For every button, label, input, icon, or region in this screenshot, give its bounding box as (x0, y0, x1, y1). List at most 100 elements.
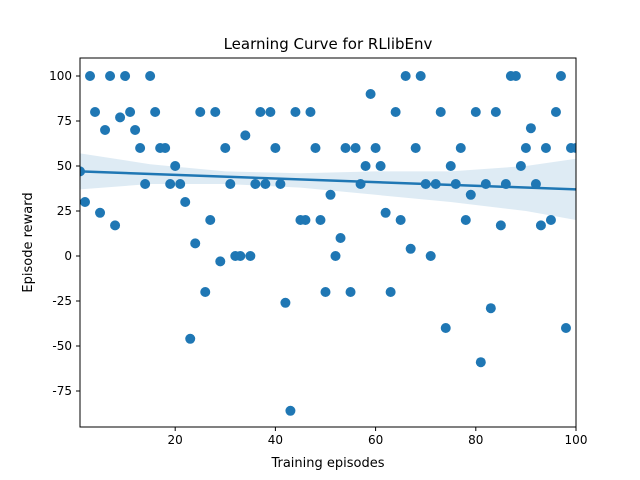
data-point (365, 89, 376, 99)
data-point (560, 323, 571, 333)
data-point (485, 303, 496, 314)
data-point (190, 238, 201, 249)
data-point (185, 333, 196, 344)
data-point (320, 287, 331, 297)
x-tick-label: 40 (268, 433, 283, 447)
data-point (125, 107, 136, 117)
y-axis-label: Episode reward (21, 192, 36, 292)
data-point (200, 287, 211, 297)
data-point (280, 297, 291, 308)
data-point (165, 179, 176, 189)
data-point (305, 107, 316, 117)
data-point (465, 189, 476, 200)
y-tick-label: 0 (64, 249, 72, 263)
data-point (571, 143, 576, 153)
data-point (105, 71, 116, 81)
data-point (400, 71, 411, 81)
data-point (425, 251, 436, 261)
data-point (285, 405, 296, 416)
data-point (440, 323, 451, 333)
data-point (360, 161, 371, 171)
data-point (490, 107, 501, 117)
data-point (540, 143, 551, 153)
data-point (180, 197, 191, 207)
data-point (115, 112, 126, 123)
y-tick-label: -50 (52, 339, 72, 353)
data-point (235, 251, 246, 261)
data-point (555, 71, 566, 81)
data-point (475, 357, 486, 368)
x-ticks: 20 40 60 80 100 (168, 427, 587, 447)
data-point (395, 215, 406, 225)
confidence-band-layer (80, 153, 576, 220)
x-axis-label: Training episodes (270, 456, 384, 471)
data-point (435, 107, 446, 117)
data-point (195, 107, 206, 117)
y-tick-label: 25 (57, 204, 72, 218)
data-point (255, 107, 266, 117)
points-layer (80, 71, 576, 416)
data-point (375, 161, 386, 171)
y-tick-label: -75 (52, 384, 72, 398)
data-point (535, 220, 546, 231)
data-point (510, 71, 521, 81)
data-point (150, 107, 161, 117)
data-point (390, 107, 401, 117)
data-point (410, 143, 421, 153)
data-point (210, 107, 221, 117)
regression-line (79, 170, 577, 191)
data-point (445, 161, 456, 171)
data-point (290, 107, 301, 117)
data-point (135, 143, 146, 153)
data-point (95, 207, 106, 218)
x-tick-label: 20 (168, 433, 183, 447)
plot-frame (79, 57, 577, 428)
y-tick-label: 75 (57, 114, 72, 128)
data-point (275, 179, 286, 189)
data-point (385, 287, 396, 297)
data-point (80, 197, 91, 207)
data-point (350, 143, 361, 153)
data-point (460, 215, 471, 225)
regression-line-layer (79, 170, 577, 191)
data-point (175, 179, 186, 189)
data-point (340, 143, 351, 153)
data-point (300, 215, 311, 225)
data-point (530, 179, 541, 189)
data-point (380, 207, 391, 218)
data-point (110, 220, 121, 231)
data-point (225, 179, 236, 189)
data-point (205, 215, 216, 225)
data-point (315, 215, 326, 225)
data-point (265, 107, 276, 117)
data-point (470, 107, 481, 117)
y-tick-label: -25 (52, 294, 72, 308)
data-point (455, 143, 466, 153)
data-point (495, 220, 506, 231)
data-point (215, 256, 226, 267)
data-point (330, 251, 341, 261)
data-point (270, 143, 281, 153)
data-point (145, 71, 156, 81)
chart-title: Learning Curve for RLlibEnv (224, 35, 433, 53)
data-point (85, 71, 96, 81)
data-point (515, 161, 526, 171)
data-point (240, 130, 251, 141)
data-point (325, 189, 336, 200)
data-point (310, 143, 321, 153)
data-point (170, 161, 181, 171)
data-point (130, 125, 141, 135)
data-point (345, 287, 356, 297)
data-point (520, 143, 531, 153)
data-point (370, 143, 381, 153)
y-tick-label: 100 (49, 69, 72, 83)
x-tick-label: 80 (468, 433, 483, 447)
data-point (250, 179, 261, 189)
data-point (220, 143, 231, 153)
data-point (245, 251, 256, 261)
data-point (550, 107, 561, 117)
x-tick-label: 60 (368, 433, 383, 447)
data-point (260, 179, 271, 189)
data-point (545, 215, 556, 225)
